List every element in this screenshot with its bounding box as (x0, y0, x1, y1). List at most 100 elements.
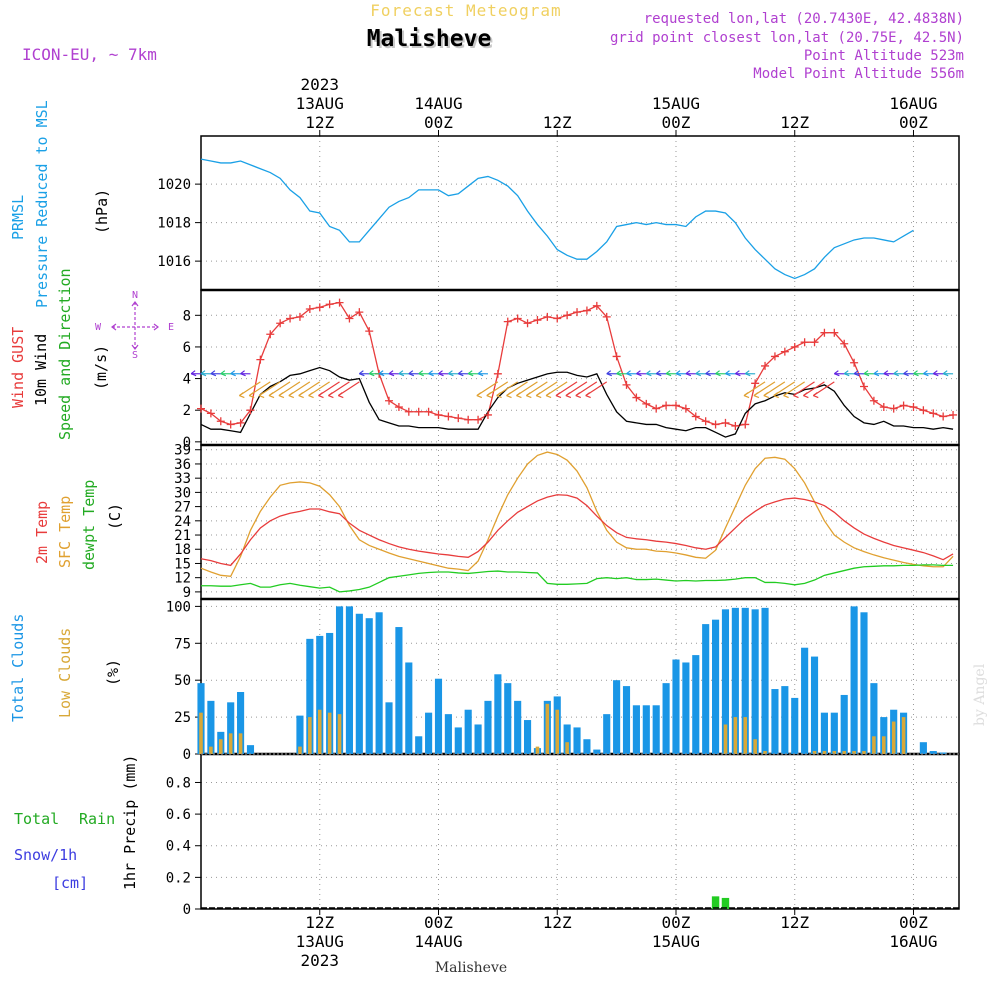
gust-marker (236, 418, 245, 427)
precip-label-cm: [cm] (52, 874, 88, 892)
temp-label-dewpt: dewpt Temp (80, 480, 98, 570)
bottom-time-label: 16AUG (889, 932, 937, 951)
clouds-ytick-label: 100 (166, 599, 191, 615)
bottom-time-label: 2023 (300, 951, 339, 970)
gust-marker (671, 401, 680, 410)
top-time-label: 14AUG (414, 94, 462, 113)
wind-arrowhead (358, 370, 365, 377)
top-time-label: 16AUG (889, 94, 937, 113)
gust-marker (632, 393, 641, 402)
clouds-ytick-label: 25 (174, 710, 191, 726)
bottom-time-label: 12Z (780, 913, 809, 932)
gust-marker (404, 407, 413, 416)
precipitation-ytick-label: 0.6 (166, 807, 191, 823)
bottom-time-label: 12Z (543, 913, 572, 932)
total-cloud-bar (405, 662, 413, 754)
wind-ytick-label: 4 (183, 372, 191, 388)
top-time-label: 00Z (899, 113, 928, 132)
low-cloud-bar (753, 739, 757, 754)
gust-marker (305, 304, 314, 313)
gust-marker (335, 298, 344, 307)
gust-marker (464, 415, 473, 424)
top-time-label: 12Z (543, 113, 572, 132)
wind-arrowhead (378, 370, 385, 377)
low-cloud-bar (842, 751, 846, 754)
total-cloud-bar (870, 683, 878, 754)
precip-labels: Total Rain Snow/1h [cm] 1hr Precip (mm) (14, 755, 139, 892)
top-time-label: 15AUG (652, 94, 700, 113)
gust-marker (414, 407, 423, 416)
gust-marker (642, 399, 651, 408)
gust-marker (573, 308, 582, 317)
gust-marker (424, 407, 433, 416)
gust-marker (266, 330, 275, 339)
low-cloud-bar (733, 717, 738, 754)
total-cloud-bar (652, 705, 660, 754)
wind-arrowhead (763, 392, 770, 399)
top-time-label: 12Z (305, 113, 334, 132)
gust-marker (276, 319, 285, 328)
total-cloud-bar (820, 712, 828, 754)
bottom-time-label: 15AUG (652, 932, 700, 951)
wind-arrowhead (258, 392, 265, 399)
wind-arrowhead (555, 392, 562, 399)
precipitation-ytick-label: 0.8 (166, 775, 191, 791)
temperature-ytick-label: 36 (174, 457, 191, 473)
wind-arrowhead (278, 392, 285, 399)
wind-arrowhead (575, 392, 582, 399)
wind-arrowhead (665, 370, 672, 377)
total-cloud-bar (860, 612, 868, 754)
total-cloud-bar (237, 692, 245, 754)
total-cloud-bar (840, 694, 848, 754)
wind-arrowhead (220, 370, 227, 377)
total-cloud-bar (731, 607, 739, 754)
total-cloud-bar (425, 712, 433, 754)
total-cloud-bar (642, 705, 650, 754)
wind-arrowhead (268, 392, 275, 399)
wind-arrowhead (545, 392, 552, 399)
low-cloud-bar (832, 751, 837, 754)
pressure-ytick-label: 1016 (157, 254, 191, 270)
total-cloud-bar (632, 705, 640, 754)
wind-arrowhead (773, 392, 779, 399)
temp-2m-line (200, 494, 954, 567)
total-cloud-bar (801, 647, 809, 754)
wind-arrowhead (328, 392, 334, 399)
gust-marker (503, 317, 512, 326)
low-cloud-bar (545, 703, 550, 754)
low-cloud-bar (882, 736, 886, 754)
total-cloud-bar (355, 613, 363, 754)
bottom-time-label: 00Z (424, 913, 453, 932)
temperature-ytick-label: 39 (174, 443, 191, 459)
subtitle: Forecast Meteogram (370, 1, 561, 20)
gust-marker (681, 404, 690, 413)
cloud-labels: Total Clouds Low Clouds (%) (9, 614, 122, 722)
wind-arrowhead (725, 370, 731, 377)
wind-labels: Wind GUST 10m Wind Speed and Direction (… (9, 268, 174, 440)
wind-arrowhead (942, 370, 949, 377)
low-cloud-bar (852, 751, 856, 754)
gust-marker (355, 308, 364, 317)
pressure-labels: PRMSL Pressure Reduced to MSL (hPa) (9, 100, 111, 308)
gust-marker (731, 422, 740, 431)
gust-marker (483, 410, 492, 419)
temp-labels: 2m Temp SFC Temp dewpt Temp (C) (33, 480, 124, 570)
gust-marker (869, 396, 878, 405)
total-cloud-bar (682, 662, 690, 754)
point-altitude: Point Altitude 523m (804, 48, 964, 64)
total-cloud-bar (514, 700, 522, 754)
precipitation-ytick-label: 0.4 (166, 839, 191, 855)
gust-marker (622, 380, 631, 389)
low-cloud-bar (317, 709, 322, 754)
top-time-label: 12Z (780, 113, 809, 132)
low-cloud-bar (891, 721, 896, 754)
wind-unit: (m/s) (92, 345, 110, 390)
gust-marker (325, 300, 334, 309)
wind-arrowhead (210, 370, 217, 377)
wind-ytick-label: 0 (183, 435, 191, 451)
wind-arrowhead (288, 392, 295, 399)
dewpt-line (201, 564, 954, 593)
wind-arrowhead (883, 370, 890, 377)
wind-arrowhead (467, 370, 474, 377)
wind-arrowhead (240, 370, 246, 377)
